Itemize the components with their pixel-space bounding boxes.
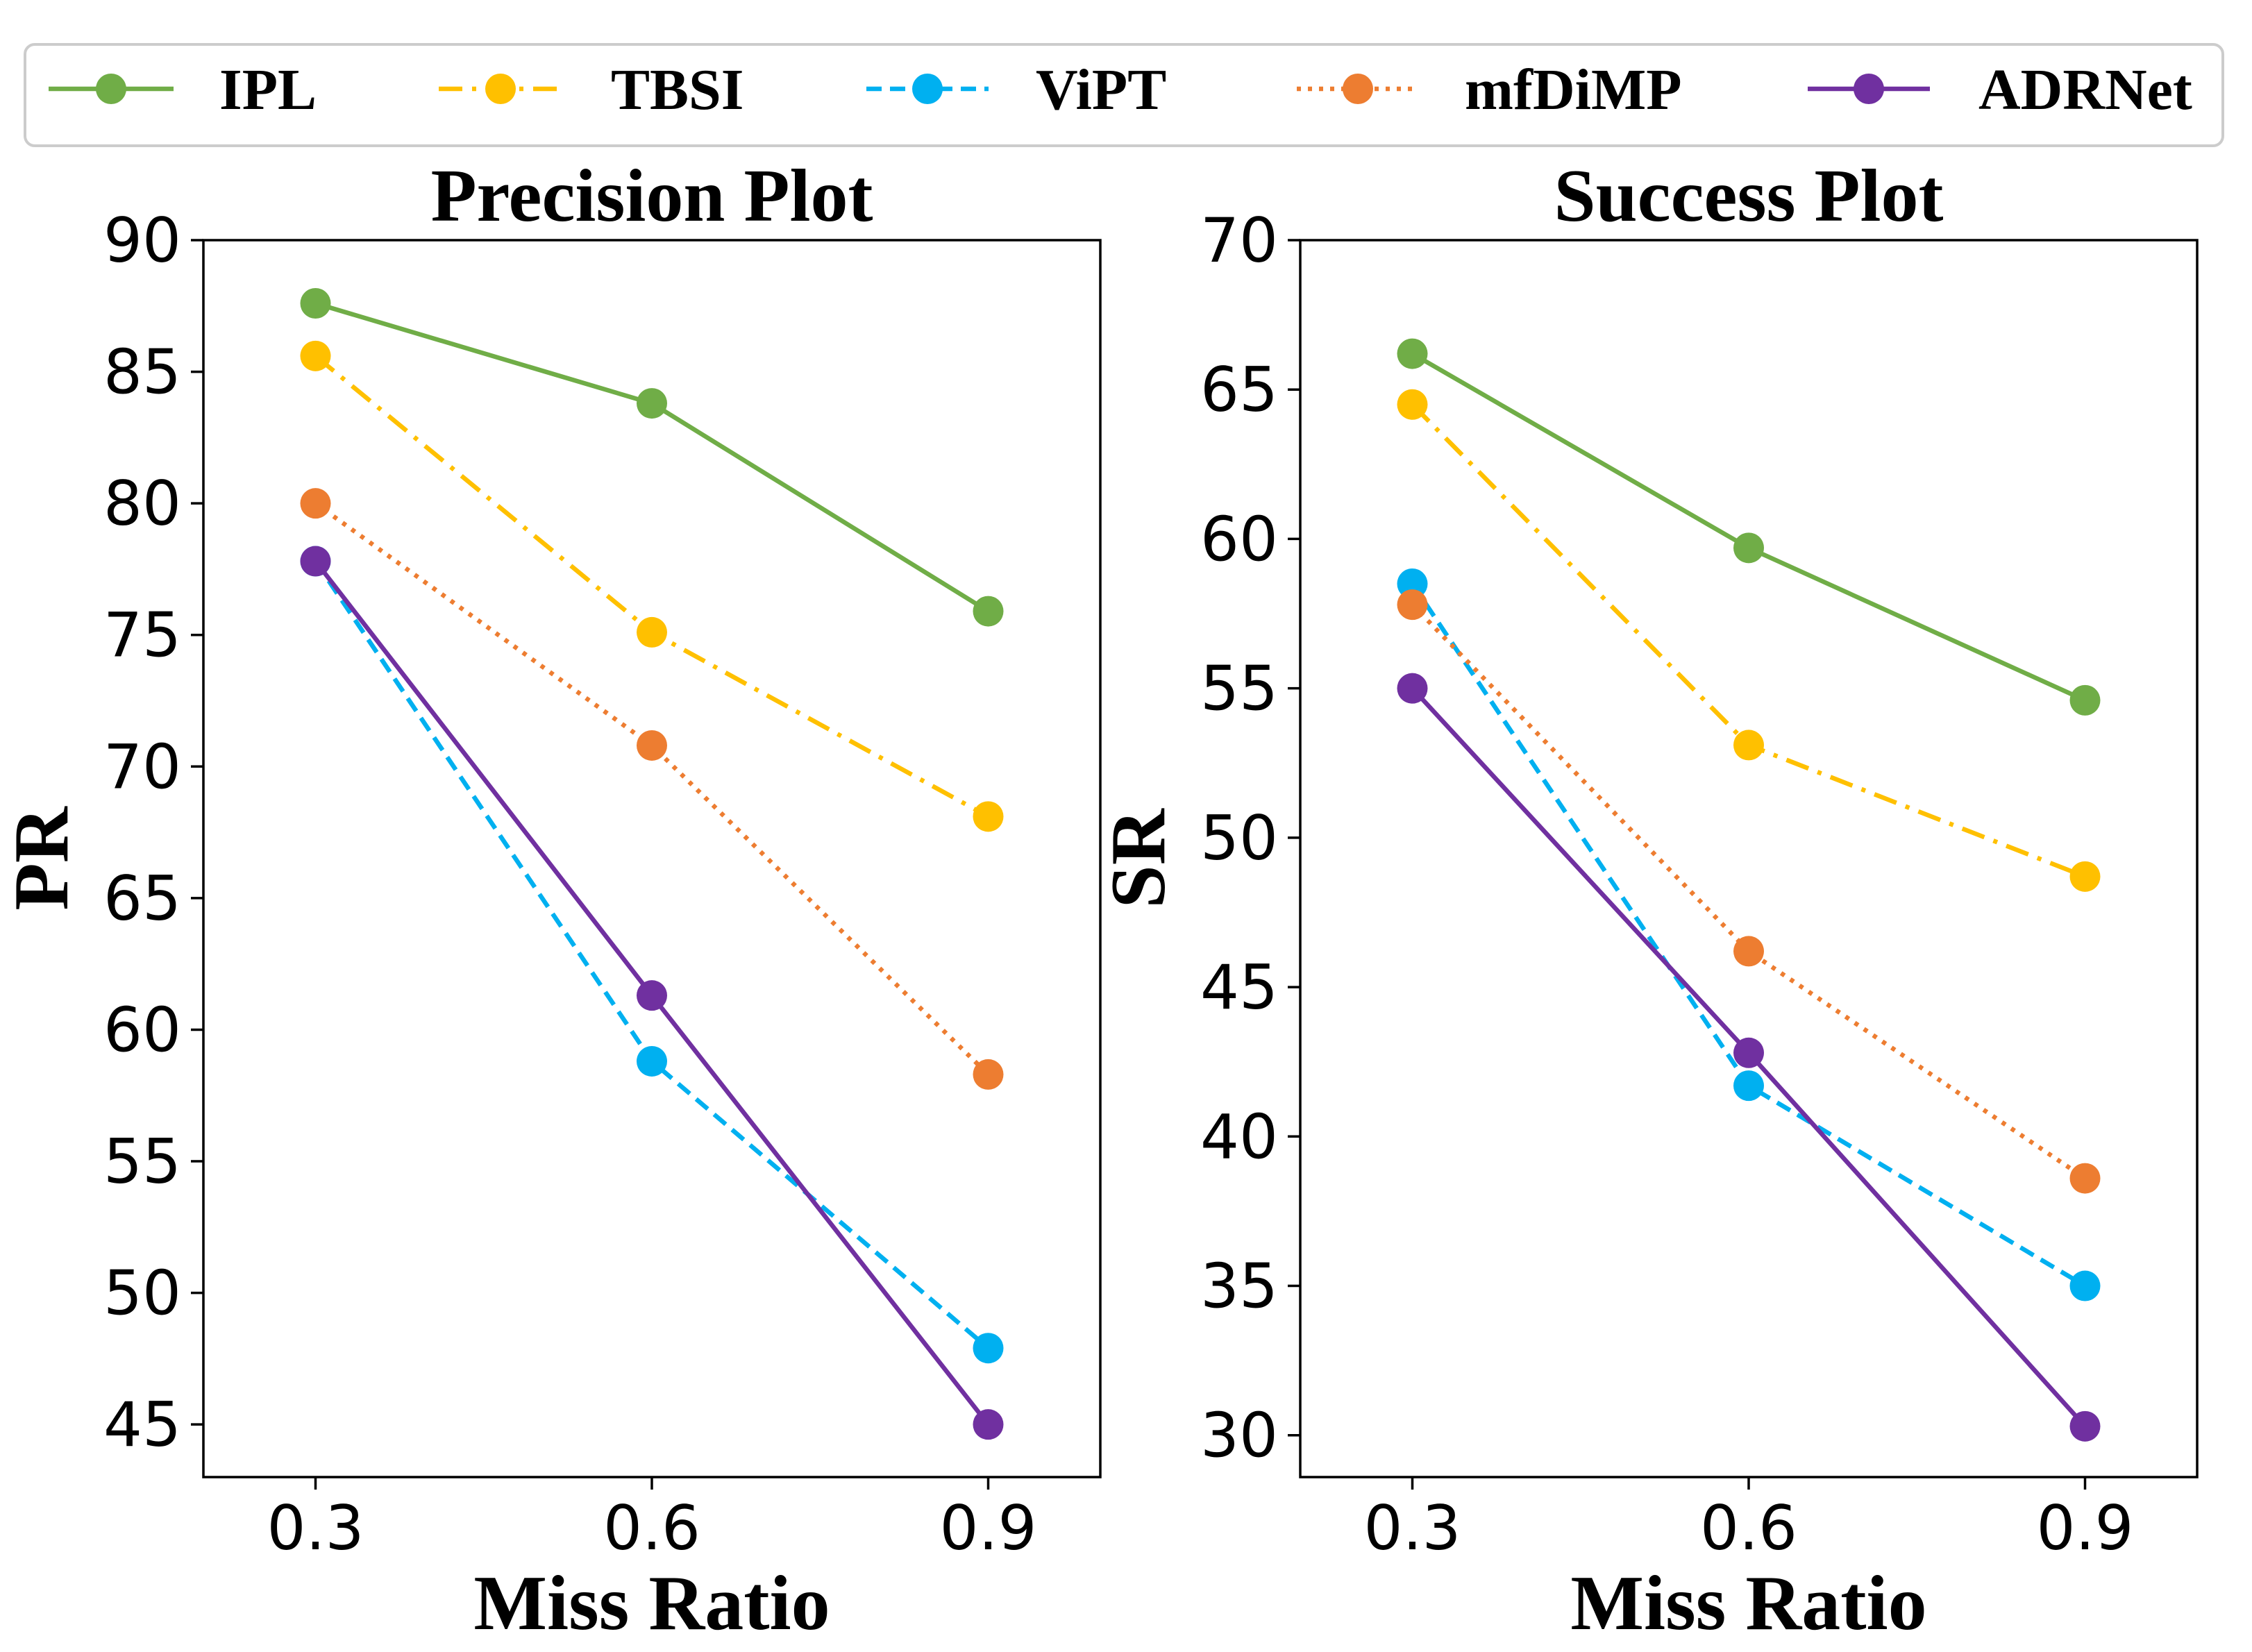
- series-line-ipl: [314, 301, 990, 614]
- y-tick-label: 60: [1200, 503, 1278, 575]
- y-tick-label: 50: [1200, 802, 1278, 874]
- legend-label-adrnet: ADRNet: [1978, 58, 2192, 122]
- y-tick-label: 55: [1200, 653, 1278, 725]
- series-line-ipl: [1411, 351, 2086, 702]
- data-point-adrnet: [1733, 1037, 1764, 1068]
- y-tick-label: 50: [103, 1258, 181, 1329]
- series-line-vipt: [313, 559, 990, 1350]
- plot-area-frame: [1299, 239, 2199, 1478]
- precision-plot: Precision Plot 45 50 55 60 65 70 75 80 85 90 0.3 0.6…: [0, 155, 1102, 1646]
- y-axis-title: SR: [1095, 808, 1182, 908]
- legend-marker-vipt: [912, 74, 943, 104]
- series-mfdimp: [1397, 589, 2101, 1194]
- series-tbsi: [300, 340, 1004, 832]
- data-point-tbsi: [637, 616, 667, 648]
- legend-label-vipt: ViPT: [1036, 58, 1166, 122]
- series-vipt: [1397, 568, 2101, 1301]
- data-point-tbsi: [2069, 861, 2101, 892]
- data-point-mfdimp: [300, 488, 331, 519]
- series-mfdimp: [300, 488, 1004, 1090]
- legend-marker-mfdimp: [1343, 74, 1373, 104]
- data-point-tbsi: [300, 340, 331, 371]
- y-tick-label: 35: [1200, 1251, 1278, 1322]
- plot-title: Success Plot: [1554, 155, 1944, 237]
- series-adrnet: [1397, 673, 2101, 1442]
- data-point-adrnet: [973, 1409, 1004, 1440]
- y-tick-label: 30: [1200, 1400, 1278, 1472]
- y-tick-label: 45: [103, 1389, 181, 1460]
- data-point-mfdimp: [2069, 1163, 2101, 1194]
- x-tick-label: 0.9: [2037, 1492, 2134, 1564]
- legend-marker-tbsi: [485, 74, 516, 104]
- y-tick-label: 45: [1200, 952, 1278, 1023]
- legend-marker-ipl: [96, 74, 126, 104]
- data-point-mfdimp: [1733, 936, 1764, 967]
- x-axis-title: Miss Ratio: [473, 1560, 830, 1646]
- legend-frame: [24, 43, 2224, 147]
- data-point-vipt: [2069, 1270, 2101, 1301]
- series-ipl: [1397, 338, 2101, 716]
- data-point-ipl: [973, 596, 1004, 627]
- data-point-adrnet: [2069, 1410, 2101, 1442]
- data-point-ipl: [1733, 532, 1764, 564]
- data-point-tbsi: [973, 801, 1004, 832]
- y-tick-label: 80: [103, 468, 181, 539]
- data-point-mfdimp: [637, 730, 667, 761]
- data-point-vipt: [1733, 1070, 1764, 1102]
- x-tick-label: 0.3: [267, 1492, 364, 1564]
- y-tick-label: 85: [103, 337, 181, 408]
- series-line-vipt: [1410, 582, 2087, 1288]
- x-tick-label: 0.6: [603, 1492, 700, 1564]
- x-axis-title: Miss Ratio: [1570, 1560, 1926, 1646]
- y-tick-label: 40: [1200, 1101, 1278, 1172]
- x-tick-label: 0.6: [1700, 1492, 1797, 1564]
- legend-label-mfdimp: mfDiMP: [1465, 58, 1682, 122]
- data-point-ipl: [2069, 684, 2101, 716]
- legend-item-mfdimp: mfDiMP: [1297, 58, 1682, 122]
- legend-item-adrnet: ADRNet: [1808, 58, 2192, 122]
- data-point-tbsi: [1733, 730, 1764, 761]
- data-point-mfdimp: [1397, 589, 1428, 621]
- series-adrnet: [300, 546, 1004, 1440]
- y-tick-label: 60: [103, 994, 181, 1065]
- y-tick-label: 75: [103, 600, 181, 671]
- series-tbsi: [1397, 389, 2101, 892]
- y-tick-label: 55: [103, 1126, 181, 1197]
- y-tick-label: 65: [1200, 354, 1278, 425]
- data-point-adrnet: [300, 546, 331, 577]
- legend-item-tbsi: TBSI: [439, 58, 743, 122]
- data-point-adrnet: [637, 980, 667, 1011]
- data-point-ipl: [300, 287, 331, 319]
- series-ipl: [300, 287, 1004, 627]
- legend-item-vipt: ViPT: [866, 58, 1166, 122]
- success-plot: Success Plot 30 35 40 45 50 55 60 65 70 0.3 0.6 0.9 M…: [1095, 155, 2199, 1646]
- legend-label-ipl: IPL: [219, 58, 317, 122]
- x-tick-label: 0.3: [1364, 1492, 1461, 1564]
- legend-item-ipl: IPL: [49, 58, 317, 122]
- y-tick-label: 70: [103, 731, 181, 802]
- legend-label-tbsi: TBSI: [611, 58, 743, 122]
- data-point-ipl: [1397, 338, 1428, 369]
- y-tick-label: 70: [1200, 205, 1278, 276]
- y-tick-label: 65: [103, 863, 181, 934]
- series-vipt: [300, 546, 1004, 1364]
- legend-marker-adrnet: [1854, 74, 1884, 104]
- plot-area-frame: [202, 239, 1102, 1478]
- legend: IPL TBSI ViPT mfDiMP ADRNet: [24, 43, 2224, 147]
- data-point-vipt: [973, 1333, 1004, 1364]
- series-line-tbsi: [1411, 403, 2086, 879]
- y-tick-label: 90: [103, 205, 181, 276]
- data-point-tbsi: [1397, 389, 1428, 420]
- data-point-mfdimp: [973, 1059, 1004, 1090]
- data-point-ipl: [637, 388, 667, 419]
- x-tick-label: 0.9: [940, 1492, 1037, 1564]
- data-point-vipt: [637, 1045, 667, 1077]
- data-point-adrnet: [1397, 673, 1428, 704]
- data-point-vipt: [1397, 568, 1428, 599]
- y-axis-title: PR: [0, 806, 85, 910]
- plot-title: Precision Plot: [431, 155, 873, 237]
